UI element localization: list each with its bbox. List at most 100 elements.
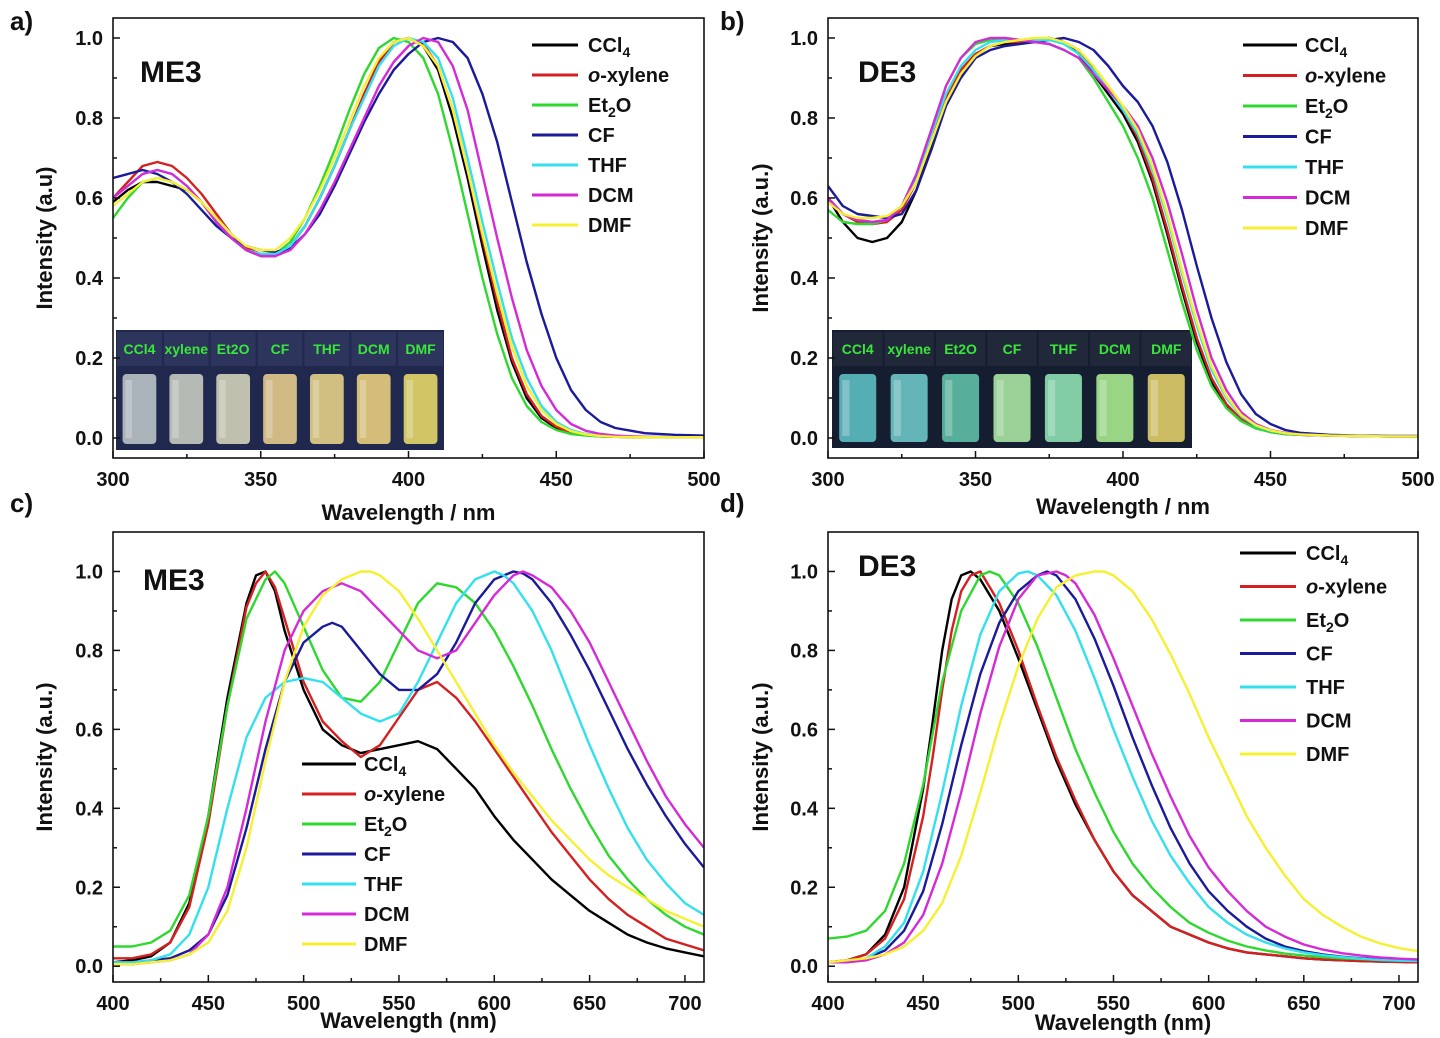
x-tick-label: 450 [906, 993, 939, 1015]
legend-label-dcm: DCM [1306, 711, 1352, 733]
y-tick-label: 0.4 [790, 268, 819, 290]
legend-text-part: DMF [588, 215, 631, 237]
legend-text-part: CF [588, 125, 615, 147]
legend-label-thf: THF [1305, 157, 1344, 179]
y-tick-label: 0.8 [75, 108, 103, 130]
vial [122, 374, 157, 444]
legend-label-dmf: DMF [364, 934, 407, 956]
legend-text-part: O [1333, 96, 1349, 118]
vial-label: THF [313, 341, 341, 357]
legend-text-part: DMF [1305, 218, 1348, 240]
legend-label-dcm: DCM [588, 185, 634, 207]
plot-frame [112, 531, 705, 983]
legend-text-part: DCM [1305, 188, 1351, 210]
legend-text-part: DCM [1306, 711, 1352, 733]
x-tick-label: 450 [540, 469, 573, 491]
series-group [828, 570, 1418, 964]
legend-text-part: DCM [588, 185, 634, 207]
series-group [113, 570, 704, 966]
vial [169, 374, 204, 444]
vial [1096, 374, 1134, 442]
vial-cap [833, 332, 883, 366]
y-tick-label: 1.0 [790, 28, 818, 50]
legend-label-thf: THF [364, 874, 403, 896]
legend-text-part: THF [1305, 157, 1344, 179]
x-tick-label: 300 [811, 469, 844, 491]
legend-text-part: THF [588, 155, 627, 177]
series-line-oxylene [113, 570, 704, 960]
x-axis-title: Wavelength / nm [1036, 494, 1210, 519]
x-tick-label: 500 [287, 993, 320, 1015]
legend-text-part: THF [364, 874, 403, 896]
y-tick-label: 0.0 [790, 428, 818, 450]
legend-text-part: CCl [1306, 543, 1340, 565]
legend-label-cf: CF [364, 844, 391, 866]
vial-highlight [842, 380, 850, 436]
legend-label-thf: THF [588, 155, 627, 177]
legend-text-part: Et [1306, 610, 1326, 632]
legend-label-dcm: DCM [1305, 188, 1351, 210]
legend-subscript: 2 [1325, 105, 1333, 121]
series-line-oxylene [828, 570, 1418, 964]
series-line-cf [113, 36, 704, 437]
legend-subscript: 2 [384, 823, 392, 839]
vial-label: Et2O [217, 341, 250, 357]
series-line-cf [113, 570, 704, 964]
vial [942, 374, 980, 442]
legend-text-part: CF [1306, 644, 1333, 666]
y-tick-label: 0.0 [75, 956, 103, 978]
legend-text-part: O [616, 95, 632, 117]
panel-d: 400 450 500 550 600 650 700 0.0 0.2 0.4 0.6 0.8 1.0 W… [720, 488, 1419, 1035]
vial-highlight [996, 380, 1004, 436]
y-axis-title: Intensity (a.u.) [748, 163, 773, 312]
vial-cap [987, 332, 1037, 366]
vial-label-text: THF [313, 341, 341, 357]
series-line-cf [828, 36, 1418, 438]
x-tick-label: 500 [687, 469, 720, 491]
y-tick-label: 0.8 [790, 640, 818, 662]
panel-title: ME3 [143, 564, 205, 597]
vial-highlight [1099, 380, 1107, 436]
vial-label-text: DCM [1099, 341, 1131, 357]
x-tick-label: 400 [96, 993, 129, 1015]
legend-text-part: DCM [364, 904, 410, 926]
legend-label-et2o: Et2O [1305, 96, 1348, 121]
y-axis-title: Intensity (a.u) [32, 166, 57, 309]
vial-label: CF [1003, 341, 1022, 357]
legend-italic: o [364, 784, 376, 806]
series-line-et2o [113, 570, 704, 948]
y-tick-label: 0.2 [75, 348, 103, 370]
vial-highlight [125, 380, 132, 438]
vial-label-text: CF [271, 341, 290, 357]
y-tick-label: 0.2 [75, 877, 103, 899]
y-tick-label: 0.2 [790, 877, 818, 899]
vial [216, 374, 251, 444]
y-tick-label: 0.6 [75, 188, 103, 210]
legend-label-ccl4: CCl4 [588, 35, 630, 60]
vial-label-text: CCl4 [842, 341, 874, 357]
y-axis-title: Intensity (a.u.) [748, 682, 773, 831]
legend-text-part: CCl [364, 754, 398, 776]
vial-label-text: DMF [405, 341, 436, 357]
legend-label-dcm: DCM [364, 904, 410, 926]
legend-label-dmf: DMF [1306, 744, 1349, 766]
legend-text-part: -xylene [1317, 66, 1386, 88]
vial-label-text: DMF [1151, 341, 1182, 357]
y-tick-label: 0.4 [75, 798, 104, 820]
y-tick-label: 0.0 [790, 956, 818, 978]
vial-cap [210, 332, 256, 366]
legend-text-part: THF [1306, 677, 1345, 699]
x-tick-label: 700 [668, 993, 701, 1015]
legend-subscript: 4 [1340, 552, 1348, 568]
vial-label-text: CF [1003, 341, 1022, 357]
x-tick-label: 400 [811, 993, 844, 1015]
series-line-et2o [828, 570, 1418, 962]
legend-text-part: -xylene [1318, 577, 1387, 599]
legend-text-part: Et [588, 95, 608, 117]
legend-text-part: CF [364, 844, 391, 866]
legend-text-part: CF [1305, 127, 1332, 149]
legend-italic: o [588, 65, 600, 87]
